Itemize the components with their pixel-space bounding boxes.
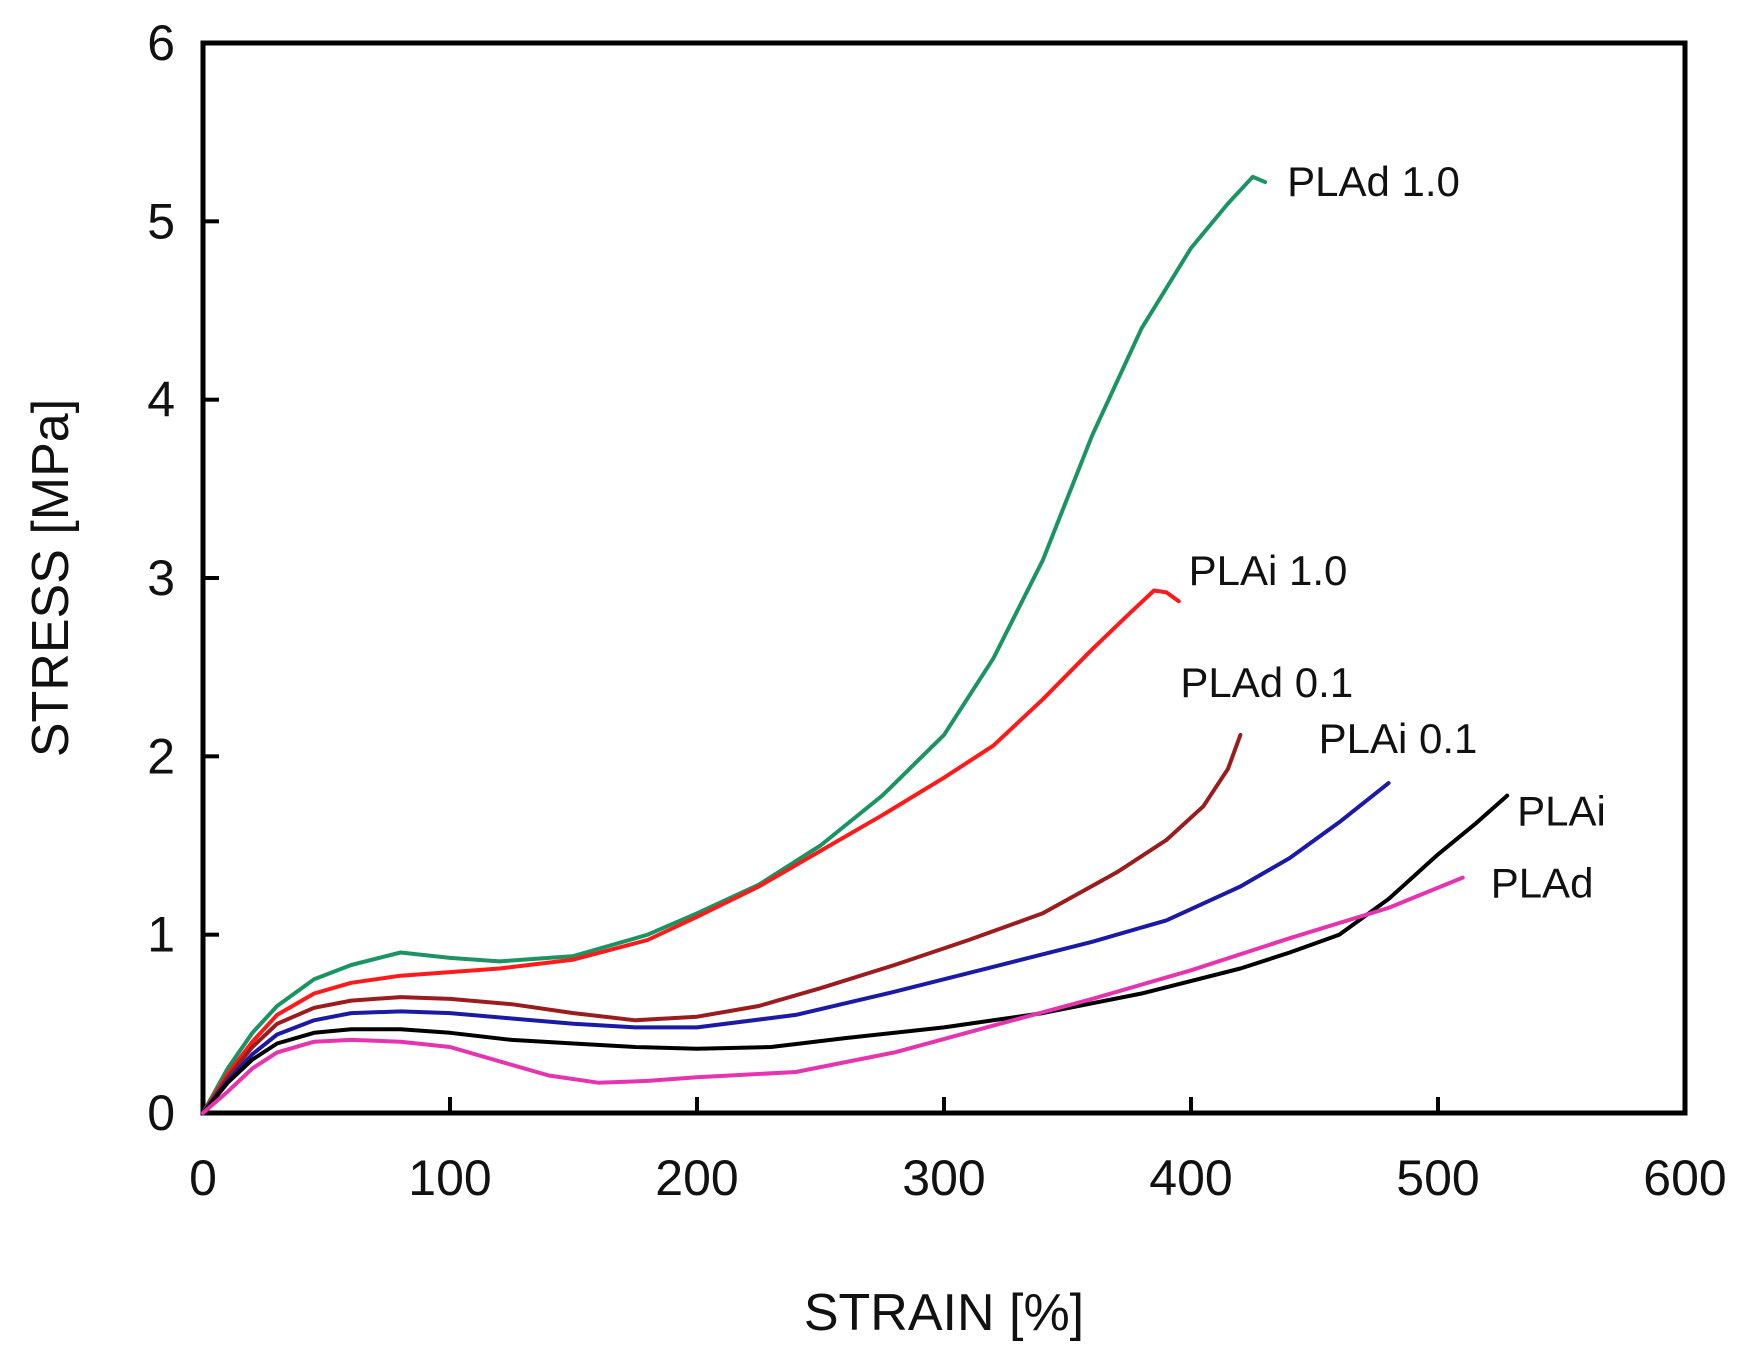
y-tick-label: 2 (147, 728, 175, 784)
x-axis-ticks: 0 100 200 300 400 500 600 (189, 1097, 1727, 1206)
series-line-plad-0-1 (201, 732, 1243, 1115)
y-tick-label: 4 (147, 372, 175, 428)
series-label-plai-0-1: PLAi 0.1 (1319, 715, 1478, 762)
y-tick-label: 3 (147, 550, 175, 606)
series-label-plad: PLAd (1491, 860, 1594, 907)
y-tick-label: 0 (147, 1085, 175, 1141)
series-label-plad-1-0: PLAd 1.0 (1287, 158, 1460, 205)
x-tick-label: 500 (1396, 1150, 1479, 1206)
x-tick-label: 100 (408, 1150, 491, 1206)
series-labels: PLAd 1.0 PLAi 1.0 PLAd 0.1 PLAi 0.1 PLAi PLAd (1180, 158, 1606, 907)
series-lines (201, 174, 1510, 1115)
series-line-plai (201, 793, 1510, 1115)
series-line-plad-1-0 (201, 174, 1268, 1115)
series-line-plai-0-1 (201, 781, 1391, 1115)
y-axis-ticks: 0 1 2 3 4 5 6 (147, 15, 219, 1141)
series-line-plai-1-0 (201, 588, 1181, 1115)
y-tick-label: 1 (147, 907, 175, 963)
y-axis-title: STRESS [MPa] (22, 399, 80, 757)
x-axis-title: STRAIN [%] (804, 1284, 1084, 1342)
plot-area (200, 40, 1688, 1116)
series-label-plai-1-0: PLAi 1.0 (1189, 547, 1348, 594)
x-tick-label: 200 (655, 1150, 738, 1206)
x-tick-label: 600 (1643, 1150, 1726, 1206)
x-tick-label: 400 (1149, 1150, 1232, 1206)
series-label-plai: PLAi (1517, 788, 1606, 835)
y-tick-label: 6 (147, 15, 175, 71)
series-label-plad-0-1: PLAd 0.1 (1180, 659, 1353, 706)
y-tick-label: 5 (147, 193, 175, 249)
x-tick-label: 0 (189, 1150, 217, 1206)
plot-frame (200, 40, 1688, 1116)
x-tick-label: 300 (902, 1150, 985, 1206)
series-line-plad (201, 875, 1465, 1115)
